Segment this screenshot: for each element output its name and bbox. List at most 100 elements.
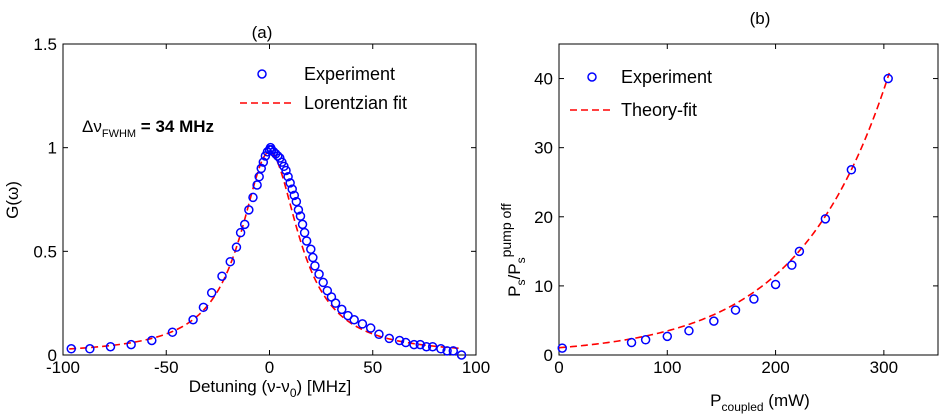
y-tick-label: 0 bbox=[544, 346, 553, 365]
panel-label: (b) bbox=[750, 9, 771, 28]
x-tick-label: 0 bbox=[554, 358, 563, 377]
data-point bbox=[770, 279, 781, 290]
data-point bbox=[293, 205, 304, 215]
data-point bbox=[206, 288, 217, 298]
data-point bbox=[306, 244, 316, 255]
legend-label-fit: Lorentzian fit bbox=[304, 93, 407, 113]
data-point bbox=[256, 163, 266, 174]
panel-a-chart: -100 -50 0 50 100 0 0.5 1 1.5 (a) Experiment Lorent… bbox=[3, 23, 490, 400]
data-point bbox=[147, 335, 157, 346]
data-point bbox=[258, 157, 269, 167]
fit-curve bbox=[558, 72, 891, 349]
y-tick-label: 30 bbox=[534, 139, 553, 158]
data-point bbox=[557, 343, 567, 353]
data-point bbox=[436, 344, 446, 354]
fwhm-annotation: ΔνFWHM = 34 MHz bbox=[82, 117, 214, 140]
x-tick-label: 50 bbox=[363, 358, 382, 377]
x-tick-label: 200 bbox=[761, 358, 789, 377]
data-point bbox=[684, 326, 694, 336]
panel-label: (a) bbox=[252, 23, 273, 42]
x-tick-label: 100 bbox=[653, 358, 681, 377]
legend-label-experiment: Experiment bbox=[304, 64, 395, 84]
data-point bbox=[640, 335, 651, 345]
y-tick-label: 1.5 bbox=[33, 35, 57, 54]
y-tick-label: 0 bbox=[48, 346, 57, 365]
x-tick-label: 300 bbox=[870, 358, 898, 377]
y-axis-label: G(ω) bbox=[3, 181, 22, 219]
data-point bbox=[235, 227, 246, 238]
data-point bbox=[291, 196, 302, 207]
data-point bbox=[301, 236, 312, 246]
data-point bbox=[442, 346, 452, 356]
data-point bbox=[66, 344, 77, 354]
data-point bbox=[231, 242, 242, 252]
data-point bbox=[308, 252, 318, 263]
data-point bbox=[310, 261, 320, 271]
x-tick-label: -50 bbox=[154, 358, 179, 377]
x-tick-label: 0 bbox=[265, 358, 274, 377]
data-point bbox=[794, 246, 805, 257]
x-tick-label: 100 bbox=[462, 358, 490, 377]
data-point bbox=[394, 335, 405, 346]
panel-b-chart: 0 100 200 300 0 10 20 30 40 (b) Experiment Theory-f… bbox=[498, 9, 939, 414]
data-point bbox=[248, 192, 258, 203]
data-point bbox=[299, 227, 310, 238]
y-tick-label: 1 bbox=[48, 139, 57, 158]
data-point bbox=[330, 298, 341, 308]
data-point bbox=[448, 346, 459, 356]
y-tick-label: 40 bbox=[534, 70, 553, 89]
data-point bbox=[287, 184, 297, 194]
legend-marker bbox=[257, 69, 267, 79]
data-point bbox=[285, 178, 295, 188]
data-point bbox=[349, 315, 359, 325]
data-point bbox=[239, 219, 250, 230]
y-tick-label: 20 bbox=[534, 208, 553, 227]
plot-frame bbox=[558, 43, 939, 356]
x-tick-label: -100 bbox=[46, 358, 80, 377]
data-point bbox=[283, 171, 293, 182]
data-point bbox=[167, 327, 178, 337]
data-point bbox=[126, 339, 136, 350]
data-point bbox=[421, 341, 432, 352]
data-point bbox=[730, 305, 741, 315]
data-point bbox=[188, 315, 198, 325]
legend-label-fit: Theory-fit bbox=[621, 100, 697, 120]
data-point bbox=[415, 339, 425, 350]
data-point bbox=[297, 219, 308, 230]
data-point bbox=[252, 180, 262, 190]
data-point bbox=[318, 277, 328, 288]
fit-curve bbox=[69, 150, 462, 350]
x-axis-label: Pcoupled (mW) bbox=[710, 391, 810, 414]
data-point bbox=[384, 333, 395, 344]
data-point bbox=[85, 344, 95, 354]
data-point bbox=[883, 73, 893, 84]
plot-frame bbox=[62, 43, 477, 356]
x-axis-label: Detuning (ν-ν0) [MHz] bbox=[189, 377, 352, 400]
data-point bbox=[357, 319, 368, 329]
data-point bbox=[281, 165, 291, 176]
data-point bbox=[409, 339, 419, 350]
data-point bbox=[709, 316, 719, 326]
data-point bbox=[225, 256, 236, 267]
data-point bbox=[314, 269, 324, 279]
data-point bbox=[626, 337, 637, 348]
data-point bbox=[217, 271, 227, 281]
data-point bbox=[295, 211, 306, 221]
legend-marker bbox=[587, 72, 597, 82]
data-point bbox=[337, 304, 347, 315]
data-point bbox=[820, 214, 831, 224]
data-point bbox=[244, 205, 254, 215]
y-tick-label: 0.5 bbox=[33, 242, 57, 261]
data-point bbox=[289, 190, 300, 201]
data-point bbox=[365, 323, 376, 333]
y-axis-label: Ps/Pspump off bbox=[498, 203, 528, 297]
data-point bbox=[456, 350, 467, 360]
data-point bbox=[105, 341, 116, 352]
data-point bbox=[787, 260, 797, 270]
data-point bbox=[198, 302, 209, 313]
data-point bbox=[749, 294, 759, 304]
data-point bbox=[254, 171, 264, 182]
data-point bbox=[662, 331, 673, 342]
data-point bbox=[846, 165, 857, 175]
